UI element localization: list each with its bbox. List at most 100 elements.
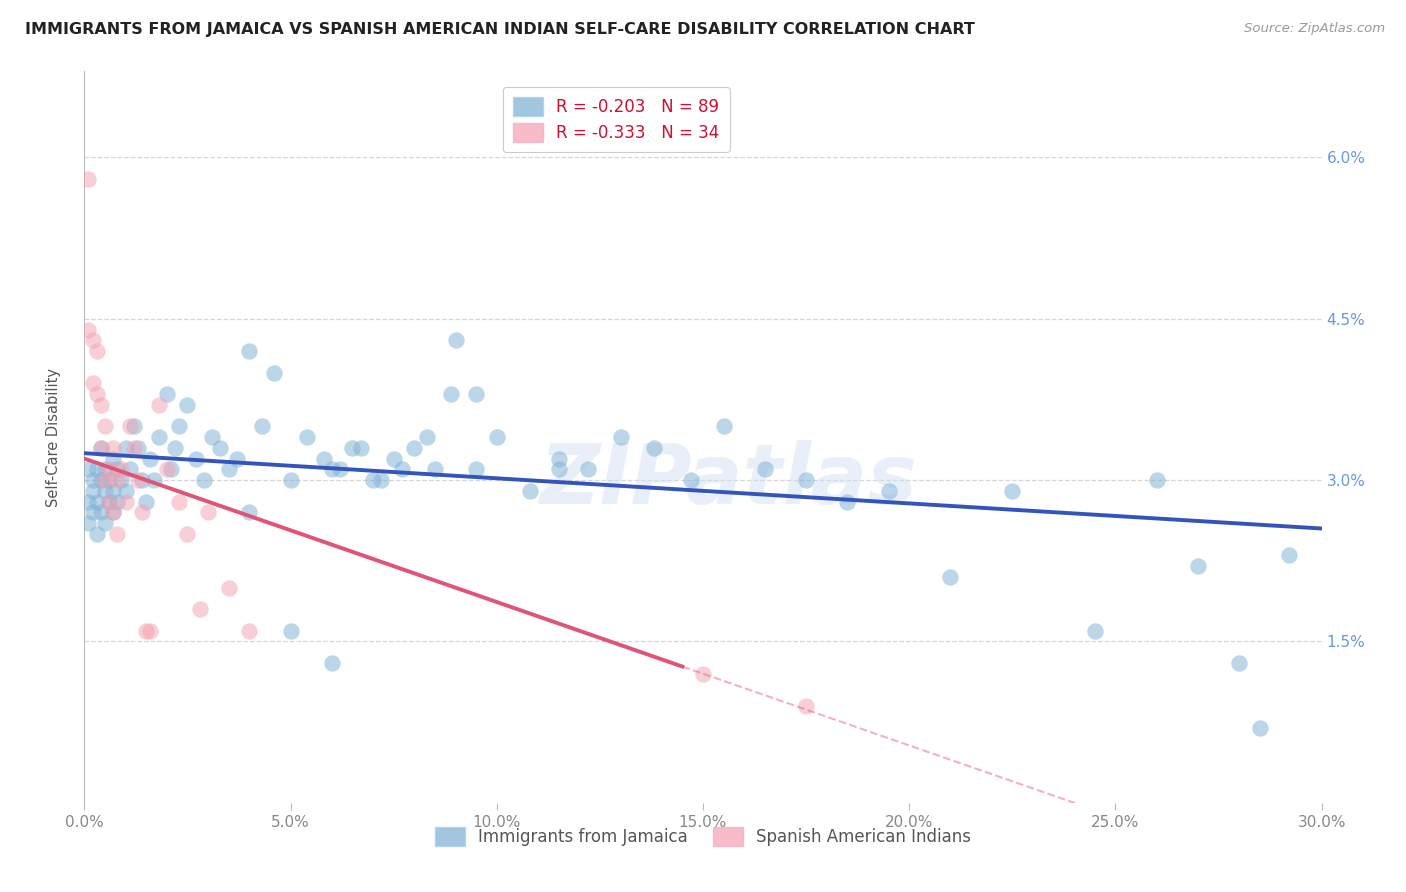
Point xyxy=(86,387,108,401)
Point xyxy=(465,387,488,401)
Point xyxy=(794,473,817,487)
Point xyxy=(114,441,136,455)
Point xyxy=(609,430,631,444)
Point xyxy=(90,473,112,487)
Point xyxy=(90,441,112,455)
Point xyxy=(218,462,240,476)
Point xyxy=(238,344,260,359)
Point xyxy=(139,451,162,466)
Legend: Immigrants from Jamaica, Spanish American Indians: Immigrants from Jamaica, Spanish America… xyxy=(427,821,979,853)
Point xyxy=(94,516,117,530)
Point xyxy=(77,494,100,508)
Point xyxy=(103,483,125,498)
Point xyxy=(118,462,141,476)
Point xyxy=(939,570,962,584)
Point xyxy=(295,430,318,444)
Point xyxy=(122,419,145,434)
Point xyxy=(118,419,141,434)
Point xyxy=(485,430,508,444)
Point xyxy=(114,483,136,498)
Point xyxy=(440,387,463,401)
Point xyxy=(98,462,121,476)
Point xyxy=(1278,549,1301,563)
Point xyxy=(238,624,260,638)
Point xyxy=(1249,721,1271,735)
Point xyxy=(143,473,166,487)
Point xyxy=(547,451,569,466)
Point xyxy=(576,462,599,476)
Point xyxy=(135,624,157,638)
Point xyxy=(90,398,112,412)
Point xyxy=(1187,559,1209,574)
Point xyxy=(131,505,153,519)
Point xyxy=(135,494,157,508)
Point xyxy=(77,462,100,476)
Text: Self-Care Disability: Self-Care Disability xyxy=(46,368,60,507)
Point xyxy=(692,666,714,681)
Point xyxy=(193,473,215,487)
Point xyxy=(165,441,187,455)
Point xyxy=(139,624,162,638)
Point xyxy=(218,581,240,595)
Point xyxy=(713,419,735,434)
Point xyxy=(167,494,190,508)
Point xyxy=(86,494,108,508)
Point xyxy=(94,473,117,487)
Point xyxy=(94,462,117,476)
Point xyxy=(110,462,132,476)
Point xyxy=(122,441,145,455)
Point xyxy=(156,462,179,476)
Point xyxy=(1146,473,1168,487)
Point xyxy=(519,483,541,498)
Point xyxy=(105,473,128,487)
Text: Source: ZipAtlas.com: Source: ZipAtlas.com xyxy=(1244,22,1385,36)
Point xyxy=(82,376,104,391)
Point xyxy=(90,441,112,455)
Point xyxy=(77,516,100,530)
Point xyxy=(94,483,117,498)
Point xyxy=(188,602,211,616)
Point xyxy=(103,505,125,519)
Point xyxy=(465,462,488,476)
Point xyxy=(754,462,776,476)
Text: ZIPatlas: ZIPatlas xyxy=(538,441,917,522)
Point xyxy=(837,494,859,508)
Point xyxy=(382,451,405,466)
Point xyxy=(82,483,104,498)
Point xyxy=(86,462,108,476)
Point xyxy=(127,441,149,455)
Point xyxy=(250,419,273,434)
Point xyxy=(105,527,128,541)
Point xyxy=(312,451,335,466)
Point xyxy=(280,624,302,638)
Point xyxy=(114,494,136,508)
Point xyxy=(131,473,153,487)
Point xyxy=(263,366,285,380)
Point xyxy=(160,462,183,476)
Point xyxy=(98,494,121,508)
Point xyxy=(77,322,100,336)
Text: IMMIGRANTS FROM JAMAICA VS SPANISH AMERICAN INDIAN SELF-CARE DISABILITY CORRELAT: IMMIGRANTS FROM JAMAICA VS SPANISH AMERI… xyxy=(25,22,976,37)
Point xyxy=(1084,624,1107,638)
Point xyxy=(176,527,198,541)
Point xyxy=(77,172,100,186)
Point xyxy=(547,462,569,476)
Point xyxy=(423,462,446,476)
Point xyxy=(391,462,413,476)
Point xyxy=(342,441,364,455)
Point xyxy=(329,462,352,476)
Point xyxy=(184,451,207,466)
Point xyxy=(238,505,260,519)
Point xyxy=(321,462,343,476)
Point xyxy=(103,451,125,466)
Point xyxy=(350,441,373,455)
Point xyxy=(643,441,665,455)
Point xyxy=(167,419,190,434)
Point xyxy=(148,430,170,444)
Point xyxy=(90,505,112,519)
Point xyxy=(103,441,125,455)
Point xyxy=(321,656,343,670)
Point xyxy=(415,430,437,444)
Point xyxy=(82,333,104,347)
Point xyxy=(1227,656,1250,670)
